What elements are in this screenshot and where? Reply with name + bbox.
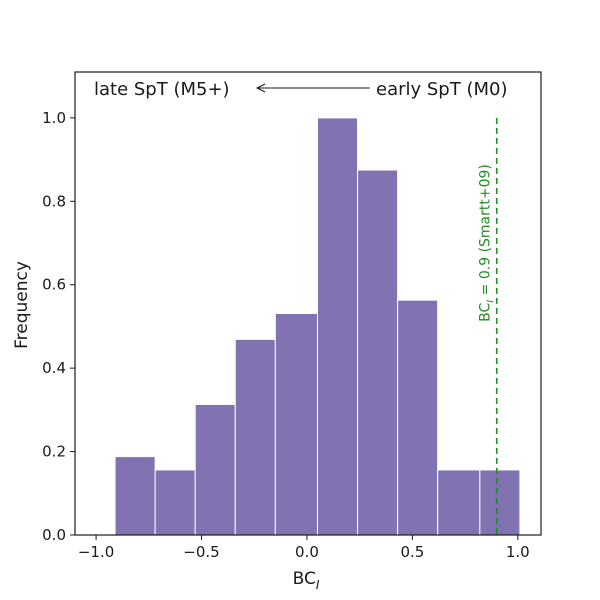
x-axis-label: BCI: [293, 569, 320, 592]
x-axis-ticks: −1.0 −0.5 0.0 0.5 1.0: [78, 535, 530, 561]
y-axis-ticks: 0.0 0.2 0.4 0.6 0.8 1.0: [42, 109, 75, 544]
histogram-bars: [114, 117, 521, 536]
annotation-late-spt: late SpT (M5+): [94, 79, 230, 100]
annotation-arrowhead-icon: [255, 83, 266, 93]
reference-label-rest: = 0.9 (Smartt+09): [478, 164, 494, 300]
histogram-bar: [357, 169, 399, 536]
plot-frame: [74, 71, 542, 536]
reference-label-subscript: I: [486, 300, 497, 303]
histogram-bar: [114, 456, 156, 536]
y-tick-label: 0.0: [42, 526, 66, 544]
x-tick-label: 0.5: [400, 543, 424, 561]
x-tick-label: 1.0: [506, 543, 530, 561]
reference-line-label: BCI = 0.9 (Smartt+09): [478, 164, 497, 322]
x-axis-label-subscript: I: [316, 578, 320, 592]
histogram-bar: [234, 338, 276, 536]
histogram-bar: [479, 469, 521, 536]
reference-label-main: BC: [478, 303, 494, 322]
annotation-early-spt: early SpT (M0): [376, 79, 507, 100]
x-tick-label: 0.0: [295, 543, 319, 561]
x-axis-label-main: BC: [293, 569, 316, 589]
histogram-bar: [437, 469, 481, 536]
histogram-bar: [316, 117, 359, 536]
histogram-bar: [274, 313, 318, 536]
y-tick-label: 0.2: [42, 443, 66, 461]
x-tick-label: −0.5: [183, 543, 219, 561]
y-axis-label: Frequency: [12, 261, 32, 349]
y-tick-label: 0.4: [42, 359, 66, 377]
histogram-bar: [397, 299, 439, 536]
histogram-bar: [194, 403, 236, 536]
y-tick-label: 0.6: [42, 276, 66, 294]
y-tick-label: 1.0: [42, 109, 66, 127]
y-tick-label: 0.8: [42, 192, 66, 210]
histogram-bar: [154, 469, 196, 536]
x-tick-label: −1.0: [78, 543, 114, 561]
